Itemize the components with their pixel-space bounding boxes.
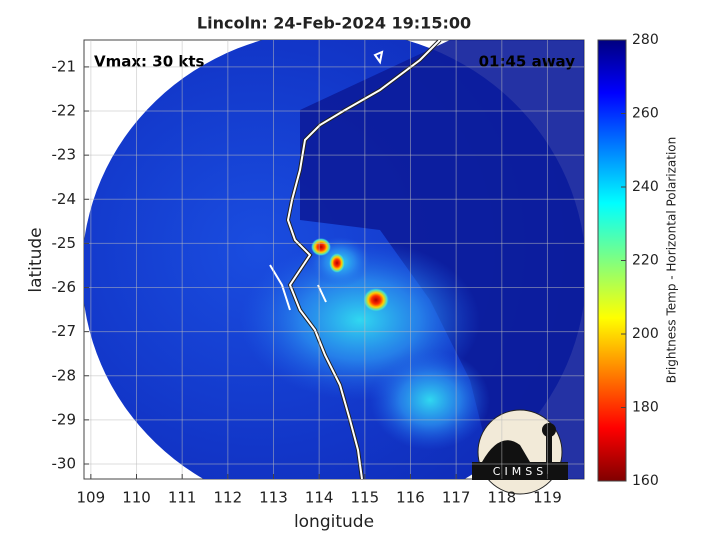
x-tick-label: 113 [259,489,288,507]
y-tick-label: -23 [52,146,77,164]
x-tick-label: 115 [351,489,380,507]
chart-title: Lincoln: 24-Feb-2024 19:15:00 [197,14,471,33]
satellite-image [84,40,584,479]
x-axis-label: longitude [294,512,374,532]
colorbar-tick-label: 280 [632,32,659,48]
colorbar-tick-label: 160 [632,473,659,489]
vmax-annotation: Vmax: 30 kts [94,53,204,71]
logo-text: CIMSS [493,465,547,478]
colorbar-tick-label: 220 [632,253,659,269]
x-tick-label: 109 [77,489,106,507]
y-axis-label: latitude [26,227,46,292]
y-tick-label: -25 [52,234,77,252]
y-tick-label: -27 [52,322,77,340]
y-tick-label: -21 [52,57,77,75]
x-tick-label: 117 [442,489,471,507]
cimss-logo [472,409,568,495]
colorbar-tick-label: 180 [632,400,659,416]
colorbar-label: Brightness Temp - Horizontal Polarizatio… [665,137,679,384]
x-tick-label: 111 [168,489,197,507]
y-tick-label: -22 [52,102,77,120]
x-tick-label: 112 [214,489,243,507]
y-tick-label: -24 [52,190,77,208]
x-tick-label: 114 [305,489,334,507]
y-tick-label: -28 [52,366,77,384]
y-tick-label: -29 [52,410,77,428]
colorbar-tick-label: 240 [632,179,659,195]
x-tick-label: 119 [533,489,562,507]
y-tick-label: -26 [52,278,77,296]
colorbar-tick-label: 200 [632,326,659,342]
x-tick-label: 110 [122,489,151,507]
x-tick-label: 116 [396,489,425,507]
colorbar-tick-label: 260 [632,106,659,122]
time-annotation: 01:45 away [479,53,576,71]
y-tick-label: -30 [52,454,77,472]
x-tick-label: 118 [487,489,516,507]
